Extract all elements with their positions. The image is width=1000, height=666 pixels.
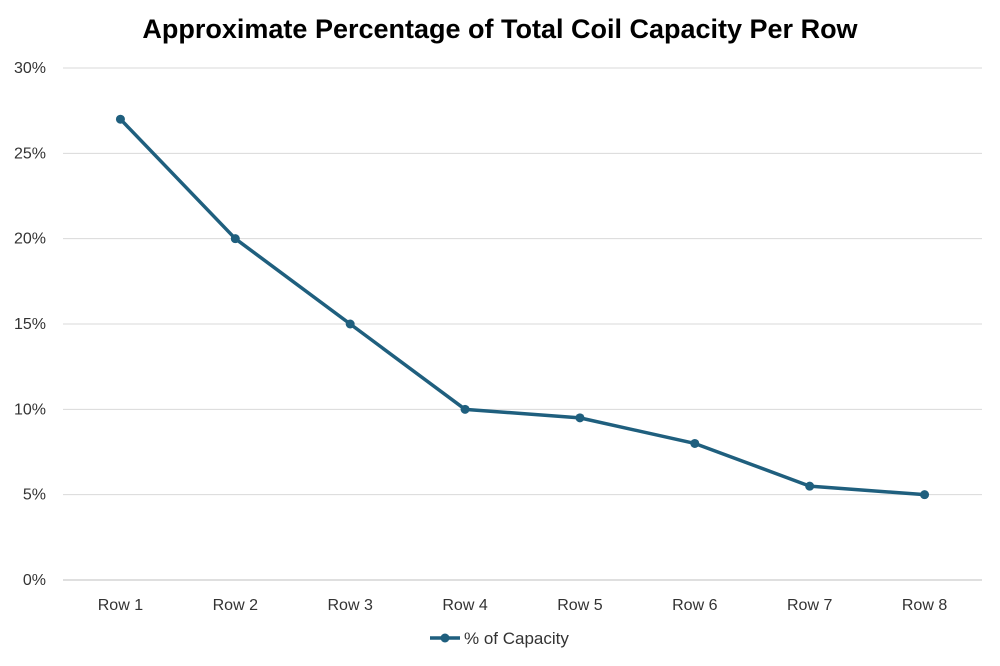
x-tick-label: Row 5: [557, 597, 602, 614]
data-point: [805, 481, 815, 491]
x-tick-label: Row 4: [442, 597, 487, 614]
series-line: [118, 117, 927, 497]
data-point: [115, 114, 125, 124]
y-tick-label: 25%: [14, 145, 46, 162]
legend: % of Capacity: [430, 629, 569, 648]
data-point: [460, 404, 470, 414]
data-point: [575, 413, 585, 423]
data-point: [345, 319, 355, 329]
y-axis-ticks: 0% 5% 10% 15% 20% 25% 30%: [14, 60, 46, 589]
x-tick-label: Row 3: [328, 597, 373, 614]
y-tick-label: 30%: [14, 60, 46, 77]
chart-title: Approximate Percentage of Total Coil Cap…: [142, 14, 858, 44]
gridlines: [63, 67, 982, 581]
y-tick-label: 5%: [23, 487, 46, 504]
y-tick-label: 15%: [14, 316, 46, 333]
x-axis-ticks: Row 1 Row 2 Row 3 Row 4 Row 5 Row 6 Row 7 Row 8: [98, 597, 948, 614]
legend-marker: [440, 633, 450, 643]
y-tick-label: 20%: [14, 231, 46, 248]
x-tick-label: Row 8: [902, 597, 947, 614]
series-layer: [115, 114, 930, 500]
x-tick-label: Row 2: [213, 597, 258, 614]
legend-label: % of Capacity: [464, 629, 569, 648]
x-tick-label: Row 7: [787, 597, 832, 614]
data-point: [230, 234, 240, 244]
data-point: [920, 490, 930, 500]
y-tick-label: 10%: [14, 401, 46, 418]
x-tick-label: Row 1: [98, 597, 143, 614]
x-tick-label: Row 6: [672, 597, 717, 614]
data-point: [690, 438, 700, 448]
y-tick-label: 0%: [23, 572, 46, 589]
